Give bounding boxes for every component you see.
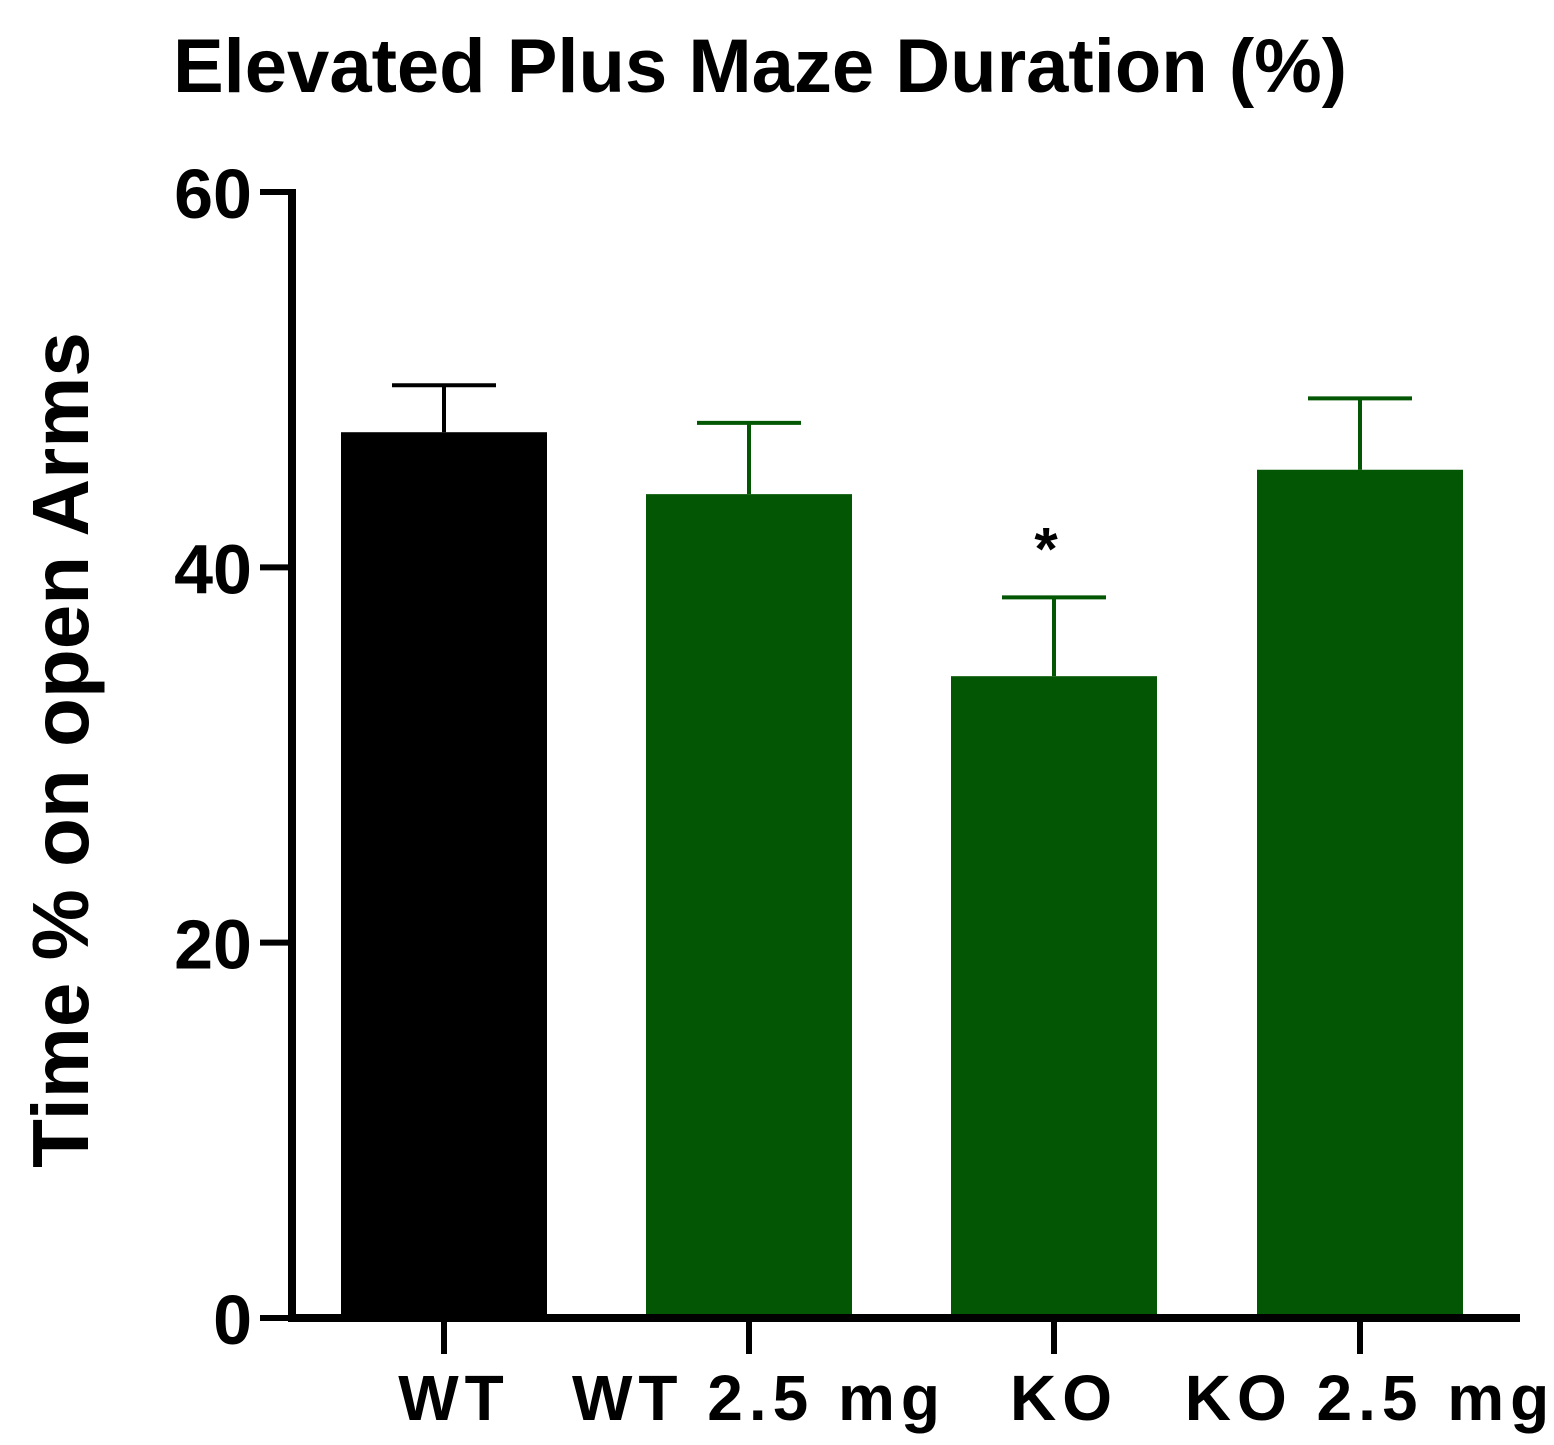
- bar-2: [951, 676, 1157, 1318]
- y-tick-label-0: 0: [213, 1281, 252, 1359]
- plot-area: WT WT 2.5 mg KO KO 2.5 mg * 0 20 40 60: [174, 155, 1554, 1434]
- y-tick-label-3: 60: [174, 155, 252, 233]
- x-tick-label-3: KO 2.5 mg: [1185, 1362, 1554, 1434]
- y-tick-label-2: 40: [174, 530, 252, 608]
- bar-3: [1257, 469, 1463, 1318]
- x-tick-label-0: WT: [398, 1362, 510, 1434]
- x-tick-label-1: WT 2.5 mg: [572, 1362, 946, 1434]
- bar-0: [341, 432, 547, 1318]
- x-tick-label-2: KO: [1010, 1362, 1118, 1434]
- chart-title: Elevated Plus Maze Duration (%): [173, 24, 1347, 109]
- bar-1: [646, 494, 852, 1319]
- y-tick-label-1: 20: [174, 906, 252, 984]
- significance-marker-0: *: [1034, 515, 1058, 582]
- y-axis-label: Time % on open Arms: [16, 332, 105, 1168]
